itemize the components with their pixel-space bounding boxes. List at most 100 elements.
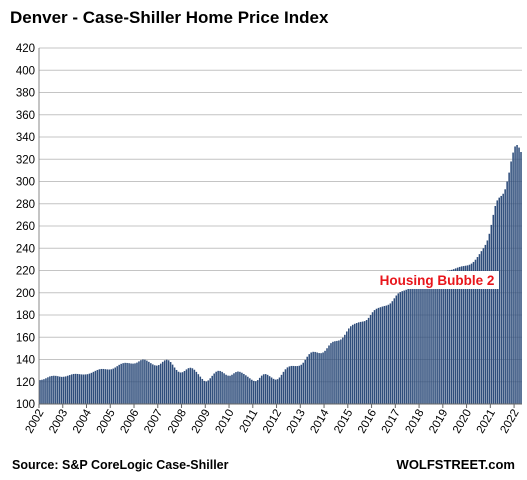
bar — [320, 353, 322, 404]
bar — [98, 369, 101, 404]
bar — [189, 367, 192, 404]
x-tick-label: 2022 — [498, 408, 521, 436]
bar — [229, 375, 231, 404]
gridlines — [39, 47, 522, 405]
x-tick-label: 2010 — [213, 408, 236, 436]
bar — [439, 275, 441, 404]
bar — [203, 380, 206, 404]
bar — [464, 265, 467, 404]
bar — [193, 369, 196, 404]
bar — [245, 375, 247, 404]
bar — [175, 369, 178, 404]
x-tick-label: 2016 — [356, 408, 379, 436]
bar — [272, 378, 275, 404]
bar — [417, 283, 419, 404]
bar — [367, 317, 370, 404]
bar — [395, 295, 398, 404]
bar — [282, 371, 285, 404]
bar — [274, 379, 277, 404]
bar — [450, 269, 453, 404]
bar — [165, 359, 168, 404]
bar — [520, 152, 522, 404]
bar — [150, 363, 152, 404]
bar — [476, 257, 479, 404]
bar — [294, 366, 297, 404]
bar — [253, 380, 255, 404]
x-tick-label: 2012 — [261, 408, 284, 436]
bar — [223, 373, 225, 404]
bar — [171, 364, 174, 404]
bar — [411, 287, 413, 404]
bar — [276, 379, 279, 404]
bars — [39, 145, 522, 405]
annotation-layer: Housing Bubble 2 — [375, 271, 499, 289]
bar — [142, 359, 144, 404]
bar — [104, 369, 107, 404]
bar — [516, 145, 518, 404]
bar — [112, 368, 114, 404]
bar — [488, 233, 491, 404]
bar — [284, 369, 287, 404]
x-tick-label: 2011 — [238, 408, 261, 435]
y-tick-label: 200 — [16, 288, 35, 300]
bar — [369, 315, 372, 404]
bar — [500, 195, 502, 404]
bar — [484, 244, 487, 404]
bar — [518, 147, 520, 404]
bar — [350, 326, 352, 404]
bar — [482, 248, 485, 404]
bar — [338, 340, 340, 404]
x-tick-label: 2007 — [142, 408, 165, 436]
bar — [247, 376, 249, 404]
bar — [215, 371, 217, 404]
y-tick-label: 320 — [16, 154, 35, 166]
bar — [260, 375, 263, 404]
bar — [233, 373, 235, 404]
bar — [472, 261, 475, 404]
bar — [235, 372, 237, 404]
bar — [195, 371, 198, 404]
bar — [72, 373, 75, 404]
x-tick-label: 2017 — [380, 408, 403, 436]
y-tick-label: 260 — [16, 221, 35, 233]
bar — [443, 271, 445, 404]
bar — [427, 280, 429, 404]
y-tick-label: 220 — [16, 266, 35, 278]
bar — [80, 374, 83, 404]
bar — [441, 273, 443, 404]
bar — [49, 376, 51, 404]
bar — [78, 374, 81, 404]
bar — [156, 365, 158, 404]
bar — [508, 172, 510, 404]
x-tick-label: 2006 — [118, 408, 141, 436]
bar — [302, 362, 305, 404]
y-tick-label: 360 — [16, 110, 35, 122]
bar — [74, 373, 77, 404]
bar — [102, 368, 105, 404]
bar — [365, 320, 368, 404]
x-tick-label: 2021 — [475, 408, 498, 436]
bar — [415, 285, 417, 404]
bar — [308, 354, 310, 404]
bar — [132, 363, 134, 404]
bar — [254, 381, 257, 404]
bar — [429, 280, 431, 404]
bar — [41, 379, 43, 404]
bar — [60, 376, 63, 404]
bar — [256, 380, 259, 404]
bar — [361, 321, 364, 404]
bar — [413, 286, 415, 404]
bar — [221, 371, 223, 404]
x-tick-label: 2008 — [166, 408, 189, 436]
bar — [492, 214, 495, 405]
bar — [55, 375, 57, 404]
x-axis-ticks: 2002 2003 2004 2005 2006 2007 2008 2009 2010 2011… — [23, 404, 522, 436]
bar — [268, 376, 271, 404]
bar — [126, 362, 128, 404]
bar — [316, 352, 318, 404]
bar — [280, 374, 283, 404]
bar — [243, 373, 245, 404]
bar — [163, 360, 166, 404]
bar — [136, 362, 138, 404]
